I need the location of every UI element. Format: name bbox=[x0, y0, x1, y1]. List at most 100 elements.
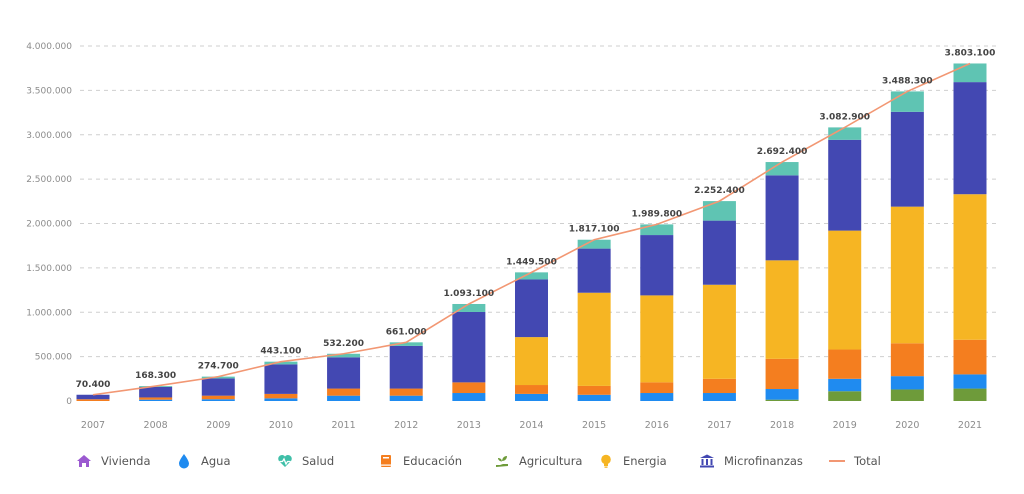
bar-segment-energia bbox=[702, 284, 736, 379]
bar-segment-agricultura bbox=[890, 389, 924, 401]
bar-segment-educacin bbox=[890, 343, 924, 377]
heart-pulse-icon bbox=[278, 455, 292, 467]
legend-item-agricultura[interactable]: Agricultura bbox=[494, 451, 582, 471]
x-tick-label: 2020 bbox=[895, 420, 919, 431]
bar-segment-microfinanzas bbox=[389, 345, 423, 389]
x-tick-label: 2012 bbox=[394, 420, 418, 431]
bar-segment-educacin bbox=[201, 395, 235, 400]
bar-segment-energia bbox=[640, 295, 674, 383]
total-data-label: 3.803.100 bbox=[945, 48, 996, 58]
y-tick-label: 3.000.000 bbox=[26, 131, 72, 141]
bar-segment-energia bbox=[515, 337, 548, 386]
bar-segment-educacin bbox=[640, 382, 674, 394]
bar-segment-agricultura bbox=[828, 391, 862, 401]
x-tick-label: 2013 bbox=[457, 420, 481, 431]
bar-segment-salud bbox=[702, 201, 736, 221]
legend-item-vivienda[interactable]: Vivienda bbox=[76, 451, 151, 471]
bar-segment-microfinanzas bbox=[452, 311, 486, 383]
bar-segment-agua bbox=[327, 395, 361, 401]
bar-segment-salud bbox=[890, 91, 924, 112]
x-tick-label: 2010 bbox=[269, 420, 293, 431]
bar-segment-educacin bbox=[577, 385, 611, 395]
x-tick-label: 2014 bbox=[519, 420, 543, 431]
bar-segment-agua bbox=[828, 378, 862, 392]
bar-segment-microfinanzas bbox=[76, 394, 110, 400]
total-data-label: 532.200 bbox=[323, 339, 364, 349]
bar-segment-agua bbox=[264, 398, 298, 401]
bar-segment-educacin bbox=[139, 397, 173, 400]
bar-segment-agua bbox=[953, 374, 987, 389]
total-data-label: 1.093.100 bbox=[444, 289, 495, 299]
bar-segment-microfinanzas bbox=[139, 386, 173, 398]
legend-item-energia[interactable]: Energia bbox=[598, 451, 667, 471]
bar-segment-educacin bbox=[515, 385, 548, 394]
total-data-label: 70.400 bbox=[76, 380, 111, 390]
total-data-label: 168.300 bbox=[135, 371, 176, 381]
bar-segment-salud bbox=[828, 127, 862, 140]
bar-segment-agua bbox=[702, 393, 736, 401]
bar-segment-agua bbox=[201, 399, 235, 401]
bar-segment-agricultura bbox=[765, 399, 799, 401]
bar-segment-educacin bbox=[765, 358, 799, 390]
bar-segment-energia bbox=[765, 260, 799, 359]
total-data-label: 661.000 bbox=[386, 327, 427, 337]
total-line bbox=[92, 62, 971, 396]
bar-segment-microfinanzas bbox=[327, 357, 361, 389]
bar-segment-energia bbox=[828, 230, 862, 350]
bar-segment-microfinanzas bbox=[264, 364, 298, 394]
water-drop-icon bbox=[179, 454, 189, 469]
bar-segment-salud bbox=[389, 342, 423, 346]
legend-item-total[interactable]: Total bbox=[829, 451, 881, 471]
y-tick-label: 2.500.000 bbox=[26, 175, 72, 185]
bar-segment-educacin bbox=[828, 349, 862, 379]
legend-item-agua[interactable]: Agua bbox=[176, 451, 231, 471]
legend-label: Total bbox=[854, 454, 881, 468]
bar-segment-energia bbox=[890, 206, 924, 344]
total-data-label: 1.817.100 bbox=[569, 225, 620, 235]
total-data-label: 274.700 bbox=[198, 362, 239, 372]
y-tick-label: 1.500.000 bbox=[26, 264, 72, 274]
y-tick-label: 4.000.000 bbox=[26, 42, 72, 52]
x-tick-label: 2009 bbox=[206, 420, 230, 431]
bar-segment-agricultura bbox=[953, 388, 987, 401]
bar-segment-salud bbox=[640, 224, 674, 236]
bar-segment-microfinanzas bbox=[577, 248, 611, 293]
legend-label: Microfinanzas bbox=[724, 454, 803, 468]
bar-segment-agua bbox=[640, 393, 674, 401]
x-tick-label: 2018 bbox=[770, 420, 794, 431]
bar-segment-agua bbox=[890, 376, 924, 390]
bar-segment-microfinanzas bbox=[890, 111, 924, 207]
bar-segment-educacin bbox=[327, 388, 361, 396]
total-data-label: 2.252.400 bbox=[694, 186, 745, 196]
house-icon bbox=[77, 455, 91, 467]
y-tick-label: 1.000.000 bbox=[26, 308, 72, 318]
bar-segment-microfinanzas bbox=[640, 235, 674, 296]
bar-segment-microfinanzas bbox=[515, 279, 548, 338]
legend-item-microfinanzas[interactable]: Microfinanzas bbox=[699, 451, 803, 471]
stacked-bar-chart: 0 500.000 1.000.000 1.500.000 2.000.000 2.500… bbox=[26, 42, 1000, 431]
bar-segment-educacin bbox=[76, 399, 110, 401]
legend-label: Energia bbox=[623, 454, 667, 468]
bar-segment-salud bbox=[953, 63, 987, 83]
bar-segment-salud bbox=[327, 353, 361, 358]
bar-segment-agua bbox=[452, 393, 486, 401]
bank-icon bbox=[700, 454, 714, 468]
bar-segment-energia bbox=[953, 194, 987, 340]
y-tick-label: 0 bbox=[66, 397, 72, 407]
x-tick-label: 2016 bbox=[645, 420, 669, 431]
total-data-label: 3.082.900 bbox=[819, 112, 870, 122]
total-data-label: 1.989.800 bbox=[631, 209, 682, 219]
legend-label: Agua bbox=[201, 454, 231, 468]
x-tick-label: 2021 bbox=[958, 420, 982, 431]
legend-label: Agricultura bbox=[519, 454, 583, 468]
y-tick-label: 3.500.000 bbox=[26, 86, 72, 96]
legend-item-salud[interactable]: Salud bbox=[277, 451, 334, 471]
bar-segment-educacin bbox=[702, 378, 736, 394]
x-tick-label: 2007 bbox=[81, 420, 105, 431]
y-tick-label: 500.000 bbox=[35, 353, 72, 363]
bar-segment-microfinanzas bbox=[765, 175, 799, 261]
total-data-label: 1.449.500 bbox=[506, 257, 557, 267]
bar-segment-microfinanzas bbox=[201, 378, 235, 396]
legend-item-educacion[interactable]: Educación bbox=[378, 451, 462, 471]
total-data-label: 443.100 bbox=[260, 347, 301, 357]
